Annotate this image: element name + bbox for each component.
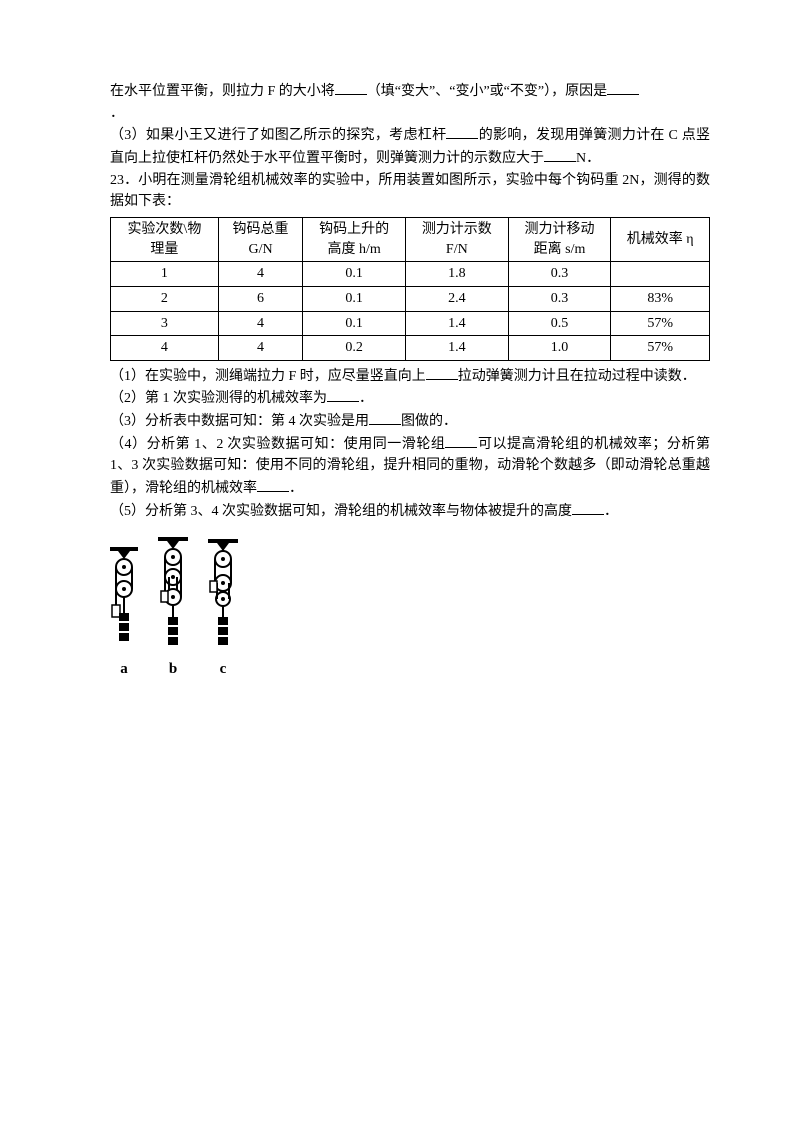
text: G/N [248,242,272,257]
q23-p5: （5）分析第 3、4 次实验数据可知，滑轮组的机械效率与物体被提升的高度 ． [110,500,710,523]
document-page: 在水平位置平衡，则拉力 F 的大小将（填“变大”、“变小”或“不变”），原因是 … [0,0,800,718]
cell: 1.4 [405,336,508,361]
cell: 0.1 [303,262,406,287]
text: F/N [446,242,468,257]
q23-p4: （4）分析第 1、2 次实验数据可知：使用同一滑轮组可以提高滑轮组的机械效率；分… [110,433,710,500]
cell: 3 [111,311,219,336]
text: （5）分析第 3、4 次实验数据可知，滑轮组的机械效率与物体被提升的高度 [110,504,572,519]
cell: 0.1 [303,286,406,311]
text: 高度 h/m [327,242,380,257]
q22-p3: （3）如果小王又进行了如图乙所示的探究，考虑杠杆的影响，发现用弹簧测力计在 C … [110,124,710,169]
cell: 0.3 [508,262,611,287]
pulley-label: b [169,661,177,678]
table-header-row: 实验次数\物理量 钩码总重 G/N 钩码上升的高度 h/m 测力计示数 F/N 测力… [111,218,710,262]
cell: 2 [111,286,219,311]
blank [335,80,367,95]
text: N． [576,151,600,166]
cell: 0.2 [303,336,406,361]
cell: 83% [611,286,710,311]
pulley-a: a [110,547,138,678]
blank [607,80,639,95]
text: 图做的． [401,414,457,429]
cell: 57% [611,311,710,336]
text: （4）分析第 1、2 次实验数据可知：使用同一滑轮组 [110,437,445,452]
cell: 4 [111,336,219,361]
blank [369,410,401,425]
text: ． [359,391,373,406]
cell: 4 [218,336,303,361]
q23-p2: （2）第 1 次实验测得的机械效率为 ． [110,387,710,410]
text: 测力计示数 [422,222,492,237]
col-header: 测力计示数 F/N [405,218,508,262]
cell: 4 [218,262,303,287]
blank [446,124,478,139]
cell: 0.5 [508,311,611,336]
text: ． [110,106,124,121]
cell: 1.8 [405,262,508,287]
cell: 1 [111,262,219,287]
text: （2）第 1 次实验测得的机械效率为 [110,391,327,406]
col-header: 钩码总重 G/N [218,218,303,262]
table-row: 3 4 0.1 1.4 0.5 57% [111,311,710,336]
pulley-c: c [208,539,238,678]
blank [257,477,289,492]
text: 测力计移动 [525,222,595,237]
pulley-b: b [158,537,188,678]
pulley-a-icon [110,547,138,657]
text: 距离 s/m [534,242,586,257]
pulley-label: a [120,661,128,678]
text: 的影响，发现用弹簧测力计在 C [478,128,677,143]
pulley-label: c [220,661,227,678]
cell [611,262,710,287]
text: 机械效率 η [627,232,694,247]
blank [327,387,359,402]
cell: 1.0 [508,336,611,361]
q23-p1: （1）在实验中，测绳端拉力 F 时，应尽量竖直向上 拉动弹簧测力计且在拉动过程中读… [110,365,710,388]
text: 拉动弹簧测力计且在拉动过程中读数． [458,369,696,384]
blank [544,147,576,162]
q22-line1: 在水平位置平衡，则拉力 F 的大小将 （填“变大”、“变小”或“不变”），原因是 [110,80,710,103]
col-header: 实验次数\物理量 [111,218,219,262]
table-row: 4 4 0.2 1.4 1.0 57% [111,336,710,361]
cell: 4 [218,311,303,336]
blank [426,365,458,380]
pulley-c-icon [208,539,238,657]
text: 钩码上升的 [319,222,389,237]
cell: 2.4 [405,286,508,311]
blank [445,433,477,448]
text: ． [289,481,303,496]
pulley-b-icon [158,537,188,657]
text: 实验次数\物 [127,222,201,237]
table-row: 2 6 0.1 2.4 0.3 83% [111,286,710,311]
cell: 6 [218,286,303,311]
cell: 0.1 [303,311,406,336]
pulley-figure: a b [110,537,710,678]
col-header: 测力计移动距离 s/m [508,218,611,262]
blank [572,500,604,515]
text: （填“变大”、“变小”或“不变”），原因是 [367,84,607,99]
text: （1）在实验中，测绳端拉力 F 时，应尽量竖直向上 [110,369,426,384]
q22-period: ． [110,103,710,125]
col-header: 钩码上升的高度 h/m [303,218,406,262]
text: 钩码总重 [233,222,289,237]
text: （3）如果小王又进行了如图乙所示的探究，考虑杠杆 [110,128,446,143]
col-header: 机械效率 η [611,218,710,262]
q23-intro: 23．小明在测量滑轮组机械效率的实验中，所用装置如图所示，实验中每个钩码重 2N… [110,170,710,213]
q23-p3: （3）分析表中数据可知：第 4 次实验是用 图做的． [110,410,710,433]
cell: 1.4 [405,311,508,336]
text: ． [604,504,618,519]
cell: 57% [611,336,710,361]
cell: 0.3 [508,286,611,311]
text: （3）分析表中数据可知：第 4 次实验是用 [110,414,369,429]
table-row: 1 4 0.1 1.8 0.3 [111,262,710,287]
text: 理量 [150,242,178,257]
text: 在水平位置平衡，则拉力 F 的大小将 [110,84,335,99]
data-table: 实验次数\物理量 钩码总重 G/N 钩码上升的高度 h/m 测力计示数 F/N 测力… [110,217,710,361]
